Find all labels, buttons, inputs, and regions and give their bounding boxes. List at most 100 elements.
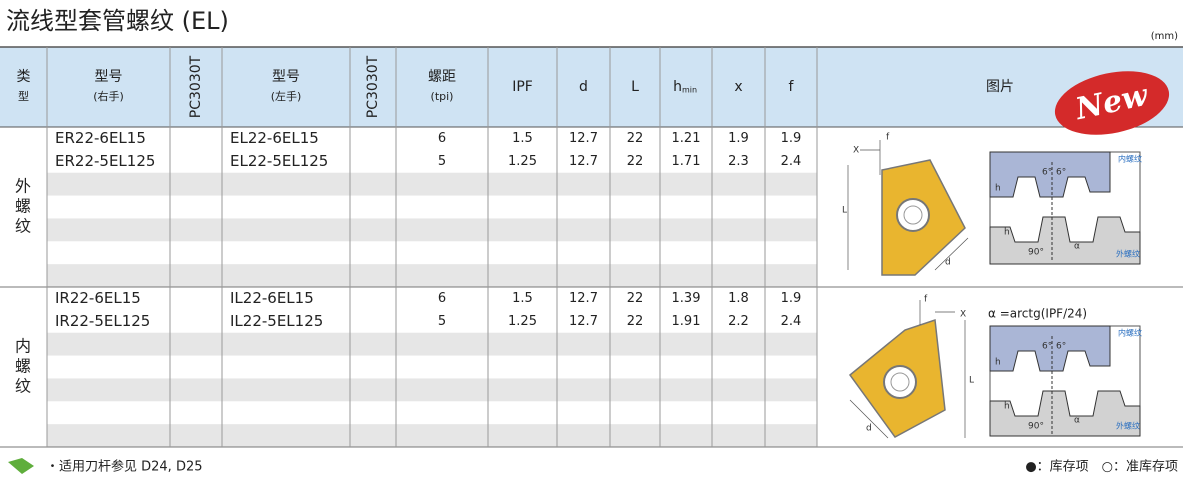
external-band xyxy=(989,216,1141,265)
external-diagram: X f L d xyxy=(842,133,969,276)
internal-band xyxy=(989,151,1111,198)
cell: 22 xyxy=(627,154,644,169)
cell: IR22-5EL125 xyxy=(55,312,150,330)
insert-hole-inner xyxy=(903,205,923,225)
cell: 22 xyxy=(627,291,644,306)
label: L xyxy=(969,376,974,386)
cell: 2.4 xyxy=(781,154,802,169)
header-cell: 图片 xyxy=(986,79,1014,95)
header-cell: PC3030T xyxy=(188,55,204,118)
header-cell: 螺距 xyxy=(428,69,456,85)
label: h xyxy=(1004,228,1010,238)
badge-shape xyxy=(1054,71,1170,135)
label: X xyxy=(960,310,966,320)
label: 内螺纹 xyxy=(1118,328,1142,338)
section-label: 纹 xyxy=(15,377,31,396)
cell: 1.5 xyxy=(512,291,533,306)
header-cell: f xyxy=(789,79,795,95)
title: 流线型套管螺纹 (EL) xyxy=(6,7,229,35)
section-label: 内 xyxy=(15,337,31,356)
section-label: 外 xyxy=(15,177,31,196)
cell: 12.7 xyxy=(569,291,598,306)
cell: IL22-5EL125 xyxy=(230,312,323,330)
footer-note: ・适用刀杆参见 D24, D25 xyxy=(46,459,203,475)
label: 6° xyxy=(1056,168,1066,178)
cell: IL22-6EL15 xyxy=(230,289,314,307)
section-label: 螺 xyxy=(15,197,31,216)
row-stripe xyxy=(47,424,817,447)
cell: 1.25 xyxy=(508,154,537,169)
cell: 6 xyxy=(438,291,446,306)
dimension xyxy=(934,237,969,271)
label: f xyxy=(886,133,890,143)
label: 90° xyxy=(1028,422,1044,432)
header-cell: (左手) xyxy=(271,89,302,103)
table: 类型 型号 (右手) PC3030T 型号 (左手) PC3030T 螺距 (tpi) IPF d L… xyxy=(0,46,1183,448)
cell: 1.9 xyxy=(781,291,802,306)
cell: 12.7 xyxy=(569,131,598,146)
row-stripe xyxy=(47,378,817,402)
section-label: 纹 xyxy=(15,217,31,236)
footer-legend: ●：库存项 ○：准库存项 xyxy=(1025,459,1178,475)
label: 90° xyxy=(1028,248,1044,258)
row-stripe xyxy=(47,264,817,287)
cell: 22 xyxy=(627,131,644,146)
cell: 1.91 xyxy=(672,314,701,329)
header-bg xyxy=(0,47,1183,127)
cell: 5 xyxy=(438,314,446,329)
dimension xyxy=(849,399,889,439)
header-cell: 类 xyxy=(17,69,31,85)
header-cell: PC3030T xyxy=(365,55,381,118)
internal-profile: 6° 6° h h 90° α 内螺纹 外螺纹 xyxy=(989,325,1142,437)
cell: ER22-5EL125 xyxy=(55,152,155,170)
footer-icon xyxy=(8,458,34,474)
cell: 1.21 xyxy=(672,131,701,146)
cell: ER22-6EL15 xyxy=(55,129,146,147)
label: α xyxy=(1074,242,1080,252)
cell: 1.25 xyxy=(508,314,537,329)
cell: 5 xyxy=(438,154,446,169)
cell: 6 xyxy=(438,131,446,146)
label: L xyxy=(842,206,847,216)
cell: 12.7 xyxy=(569,314,598,329)
external-band xyxy=(989,390,1141,437)
header-cell: 型号 xyxy=(272,69,300,85)
header-cell: IPF xyxy=(512,79,533,95)
row-stripe xyxy=(47,218,817,242)
label: 外螺纹 xyxy=(1116,421,1140,431)
label: X xyxy=(853,146,859,156)
cell: 1.39 xyxy=(672,291,701,306)
label: α xyxy=(1074,416,1080,426)
cell: 2.2 xyxy=(728,314,749,329)
header-cell: 型号 xyxy=(95,69,123,85)
label: 内螺纹 xyxy=(1118,154,1142,164)
insert-hole-inner xyxy=(890,372,910,392)
header-cell: (tpi) xyxy=(431,90,454,103)
internal-diagram: f X L d α =arctg(IPF/24) xyxy=(848,295,1087,439)
row-stripe xyxy=(47,332,817,356)
cell: 12.7 xyxy=(569,154,598,169)
label: h xyxy=(995,184,1001,194)
cell: 1.9 xyxy=(728,131,749,146)
label: h xyxy=(995,358,1001,368)
label: 6° xyxy=(1056,342,1066,352)
cell: 2.3 xyxy=(728,154,749,169)
external-profile: 6° 6° h h 90° α 内螺纹 外螺纹 xyxy=(989,151,1142,265)
header-cell: h xyxy=(673,79,682,95)
label: 6° xyxy=(1042,342,1052,352)
label: d xyxy=(866,424,872,434)
formula: α =arctg(IPF/24) xyxy=(988,307,1087,321)
cell: 22 xyxy=(627,314,644,329)
internal-band xyxy=(989,325,1111,372)
unit: (mm) xyxy=(1151,31,1178,42)
header-cell: d xyxy=(579,79,588,95)
label: h xyxy=(1004,402,1010,412)
header-cell: L xyxy=(631,79,639,95)
header-cell: x xyxy=(734,79,742,95)
cell: 1.5 xyxy=(512,131,533,146)
label: f xyxy=(924,295,928,305)
header-cell: 型 xyxy=(18,89,29,103)
cell: EL22-5EL125 xyxy=(230,152,328,170)
label: d xyxy=(945,258,951,268)
